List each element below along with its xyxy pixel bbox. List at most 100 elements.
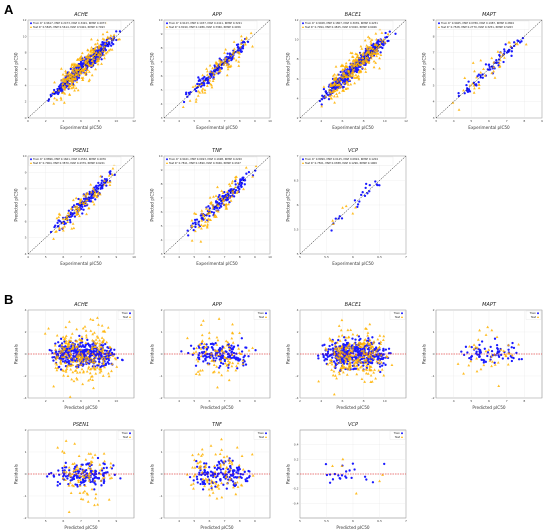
test-point: [68, 92, 71, 96]
test-point: [228, 357, 232, 361]
train-point: [344, 343, 347, 347]
train-point: [371, 336, 374, 339]
train-point: [105, 357, 108, 361]
test-point: [199, 347, 203, 350]
y-tick-label: 10: [23, 154, 27, 158]
train-point: [356, 205, 359, 209]
test-point: [237, 64, 241, 67]
x-tick-label: 12: [404, 119, 408, 123]
test-point: [206, 217, 210, 220]
test-point: [224, 339, 228, 343]
train-point: [365, 478, 368, 481]
y-tick-label: 0: [25, 116, 27, 120]
reference-diagonal: [299, 19, 407, 119]
train-point: [337, 474, 340, 477]
train-point: [383, 462, 386, 466]
test-point: [99, 479, 103, 482]
test-point: [74, 467, 78, 471]
test-point: [62, 101, 66, 104]
train-point: [225, 59, 229, 62]
x-tick-label: 7: [506, 399, 508, 403]
test-point: [81, 78, 85, 81]
y-tick-label: -1: [160, 494, 163, 498]
x-axis-label: Predicted pIC50: [64, 405, 97, 410]
test-point: [492, 69, 496, 73]
test-point: [363, 38, 367, 42]
train-point: [100, 484, 103, 487]
train-point: [495, 59, 498, 62]
test-point: [61, 82, 64, 86]
test-point: [496, 50, 500, 53]
legend: Train R² 0.9123, MSE 0.1037, MAE 0.2411,…: [164, 20, 258, 30]
train-point: [56, 484, 59, 487]
test-point: [493, 76, 497, 79]
train-point: [231, 55, 234, 59]
test-point: [54, 355, 58, 358]
train-point: [352, 368, 355, 371]
x-tick-label: 6: [341, 399, 343, 403]
test-point: [198, 460, 201, 464]
test-point: [361, 66, 365, 69]
test-point: [199, 467, 203, 470]
test-point: [249, 31, 253, 35]
test-point: [88, 463, 92, 466]
train-point: [363, 194, 367, 198]
train-point: [325, 473, 329, 477]
test-point: [228, 467, 232, 471]
test-point: [80, 367, 84, 371]
x-tick-label: 4: [178, 119, 180, 123]
train-point: [209, 474, 213, 477]
test-point: [103, 42, 107, 45]
test-point: [203, 216, 207, 220]
test-point: [106, 180, 110, 184]
train-point: [196, 481, 199, 484]
test-point: [209, 70, 212, 73]
test-point: [348, 353, 352, 357]
train-point: [201, 355, 205, 358]
test-point: [105, 30, 109, 34]
x-tick-label: 8: [98, 399, 100, 403]
legend-test: Test: [395, 315, 400, 319]
test-point: [358, 366, 362, 369]
test-point: [385, 354, 388, 358]
y-axis-label: Predicted pIC50: [422, 52, 427, 85]
test-point: [106, 326, 110, 329]
test-point: [374, 49, 378, 53]
x-tick-label: 6: [208, 255, 210, 259]
test-point: [226, 67, 230, 71]
test-point: [61, 476, 65, 480]
test-point: [224, 361, 227, 365]
train-point: [384, 31, 387, 35]
test-point: [338, 349, 342, 353]
test-point: [365, 46, 369, 50]
train-point: [222, 362, 225, 365]
test-point: [361, 355, 365, 359]
test-point: [226, 340, 230, 344]
test-point: [103, 49, 107, 53]
test-point: [71, 360, 75, 363]
test-point: [96, 38, 100, 42]
test-point: [58, 213, 62, 216]
test-point: [86, 192, 90, 196]
test-point: [475, 357, 479, 360]
train-point: [211, 471, 214, 474]
train-point: [208, 207, 211, 210]
test-point: [88, 371, 92, 375]
test-point: [221, 191, 225, 194]
test-point: [354, 360, 357, 364]
test-point: [368, 367, 372, 370]
train-point: [344, 470, 348, 473]
train-point: [317, 357, 320, 360]
train-point: [493, 361, 496, 364]
test-point: [107, 174, 111, 177]
train-point: [195, 459, 198, 463]
train-point: [215, 201, 218, 204]
test-point: [90, 73, 94, 77]
test-point: [507, 343, 510, 347]
y-axis-label: Predicted pIC50: [14, 188, 19, 221]
test-point: [354, 57, 358, 61]
y-tick-label: 2: [25, 428, 27, 432]
train-point: [106, 471, 109, 474]
test-point: [205, 224, 209, 228]
